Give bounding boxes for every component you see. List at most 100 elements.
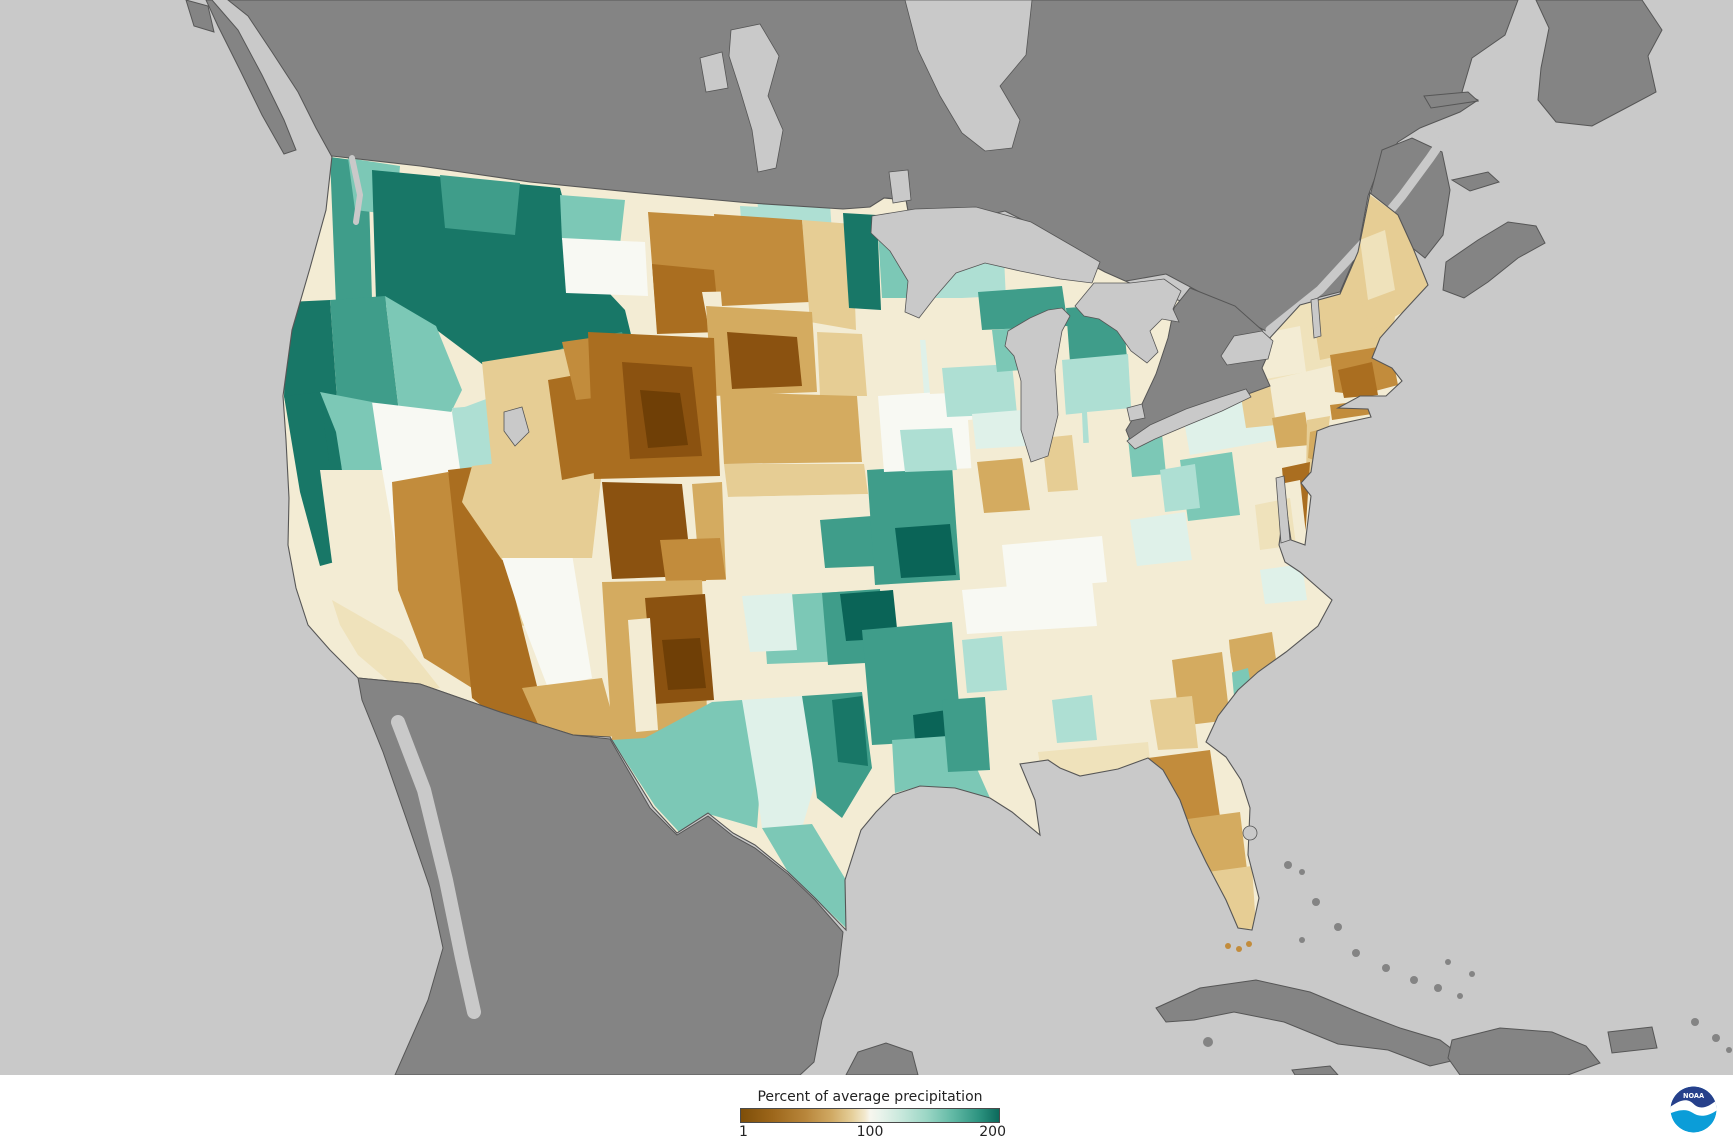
lake-ontario	[1220, 330, 1274, 366]
region-al-se	[1052, 695, 1097, 743]
region-tx-west	[612, 700, 762, 832]
region-ca-central-valley	[320, 470, 408, 640]
region-tn	[962, 580, 1097, 634]
legend-min-label: 1	[739, 1124, 748, 1140]
region-catskills	[1272, 412, 1310, 448]
region-wv-va-border	[1160, 464, 1200, 512]
lesser-antilles-2	[1712, 1034, 1720, 1042]
us-border	[282, 155, 1429, 932]
prince-edward-island	[1450, 171, 1500, 192]
hudson-bay	[904, 0, 1033, 152]
region-ky	[1002, 536, 1107, 590]
bahamas-6	[1352, 949, 1360, 957]
vancouver-island	[205, 0, 297, 155]
jamaica	[1291, 1065, 1339, 1075]
bahamas-2	[1299, 869, 1305, 875]
bahamas-10	[1457, 993, 1463, 999]
lake-champlain	[1310, 297, 1322, 339]
region-appalachia	[1130, 512, 1192, 566]
bahamas-3	[1312, 898, 1320, 906]
region-tx-central	[742, 696, 822, 828]
lake-erie	[1126, 388, 1252, 450]
lesser-antilles-3	[1726, 1047, 1732, 1053]
region-red-river-valley	[843, 213, 881, 310]
legend-max-label: 200	[979, 1124, 1006, 1140]
lake-michigan	[1004, 307, 1071, 463]
lake-huron	[1074, 278, 1182, 364]
region-nm-core	[662, 638, 706, 690]
great-salt-lake	[503, 406, 530, 447]
lake-st-clair	[1126, 403, 1146, 422]
bahamas-8	[1410, 976, 1418, 984]
haida-gwaii	[185, 0, 215, 33]
region-la-east	[942, 697, 990, 772]
noaa-logo-seagull-icon	[1670, 1100, 1717, 1116]
noaa-logo-text: NOAA	[1683, 1092, 1705, 1100]
legend-labels: 1 100 200	[734, 1124, 1006, 1141]
bahamas-7	[1382, 964, 1390, 972]
legend: Percent of average precipitation 1 100 2…	[720, 1089, 1020, 1141]
florida-keys-2	[1236, 946, 1242, 952]
region-ia-south	[900, 428, 957, 472]
region-il-north	[972, 410, 1026, 449]
region-nd-brown	[714, 214, 810, 306]
region-mo-south-dark	[895, 524, 956, 578]
region-me-west	[1360, 230, 1395, 300]
region-ca-south-coast	[332, 600, 440, 694]
region-ct-dark	[1338, 362, 1378, 398]
lake-winnipeg	[728, 23, 784, 173]
hispaniola	[1447, 1027, 1601, 1075]
lesser-antilles-1	[1691, 1018, 1699, 1026]
region-ne-north	[720, 392, 862, 464]
florida-keys-1	[1225, 943, 1231, 949]
region-nc-east	[1260, 564, 1307, 604]
yucatan	[845, 1042, 919, 1075]
region-mt-central	[562, 238, 648, 296]
nova-scotia	[1442, 221, 1546, 299]
florida-keys-3	[1246, 941, 1252, 947]
region-ks-east	[820, 516, 877, 568]
region-nm-central-strip	[628, 618, 658, 732]
bahamas-12	[1445, 959, 1451, 965]
region-ne-south	[724, 464, 868, 497]
legend-mid-label: 100	[856, 1124, 884, 1140]
region-wi-south	[942, 364, 1017, 417]
region-co-se	[660, 538, 726, 583]
legend-title: Percent of average precipitation	[757, 1089, 983, 1105]
region-sd-dark	[727, 332, 802, 389]
newfoundland	[1535, 0, 1663, 127]
region-az-west	[448, 466, 545, 740]
bahamas-1	[1284, 861, 1292, 869]
puerto-rico	[1607, 1026, 1658, 1054]
lake-winnipegosis	[699, 51, 729, 93]
us-climate-divisions-precipitation-map	[0, 0, 1733, 1075]
region-az-central	[502, 554, 592, 688]
region-sd-east	[817, 332, 867, 396]
region-nd-east	[802, 220, 856, 330]
region-tx-upper-coast	[832, 696, 868, 766]
chesapeake-bay	[1275, 475, 1291, 544]
region-ga-se	[1150, 696, 1198, 750]
region-ok-west	[742, 593, 797, 652]
bahamas-9	[1434, 984, 1442, 992]
footer-panel: Percent of average precipitation 1 100 2…	[0, 1075, 1733, 1147]
bahamas-11	[1469, 971, 1475, 977]
mexico	[357, 677, 844, 1075]
region-mi-up-west	[938, 298, 980, 332]
region-tx-south	[762, 824, 846, 928]
region-il-central	[977, 458, 1030, 513]
region-ca-north-interior	[320, 392, 382, 470]
region-wy-core	[640, 390, 688, 448]
lake-superior	[870, 206, 1101, 319]
gulf-of-california	[391, 715, 481, 1019]
puget-sound	[349, 155, 364, 225]
bahamas-4	[1334, 923, 1342, 931]
region-az-south	[522, 678, 618, 740]
bahamas-5	[1299, 937, 1305, 943]
region-mt-nw	[560, 195, 625, 245]
lake-okeechobee	[1242, 825, 1258, 841]
anticosti-island	[1423, 91, 1480, 109]
lake-of-the-woods	[888, 169, 912, 204]
cuba	[1155, 979, 1466, 1067]
